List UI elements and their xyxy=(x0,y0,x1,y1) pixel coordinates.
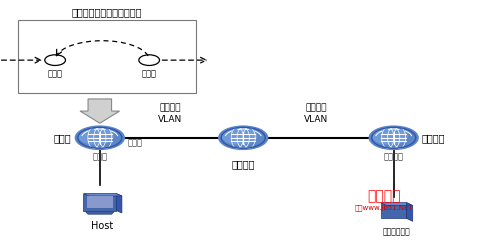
Ellipse shape xyxy=(219,126,268,149)
Polygon shape xyxy=(407,203,413,221)
Bar xyxy=(83,193,116,211)
Text: 源设备: 源设备 xyxy=(54,133,71,143)
Polygon shape xyxy=(83,193,122,196)
Text: 中间设备: 中间设备 xyxy=(231,159,255,169)
Text: 出端口: 出端口 xyxy=(128,138,143,147)
Text: 源端口: 源端口 xyxy=(92,152,107,161)
Bar xyxy=(18,20,196,93)
Bar xyxy=(381,203,407,218)
Text: 远程镜像
VLAN: 远程镜像 VLAN xyxy=(304,103,328,123)
Polygon shape xyxy=(381,203,413,206)
Text: 数据www.jb51.NET: 数据www.jb51.NET xyxy=(355,205,414,212)
Text: 脚本之家: 脚本之家 xyxy=(367,189,401,203)
Text: 数据监测设备: 数据监测设备 xyxy=(383,228,411,236)
Text: Host: Host xyxy=(91,222,113,232)
Text: 报文在源设备中的处理过程: 报文在源设备中的处理过程 xyxy=(71,7,142,17)
Text: 远程镜像
VLAN: 远程镜像 VLAN xyxy=(158,103,182,123)
Ellipse shape xyxy=(75,126,124,149)
Ellipse shape xyxy=(369,126,418,149)
Text: 出端口: 出端口 xyxy=(142,69,157,78)
Text: 目的端口: 目的端口 xyxy=(384,152,404,161)
Polygon shape xyxy=(86,212,114,214)
Ellipse shape xyxy=(373,128,407,144)
Bar xyxy=(87,196,113,208)
Ellipse shape xyxy=(79,128,113,144)
Polygon shape xyxy=(80,99,120,123)
Polygon shape xyxy=(116,193,122,213)
Text: 目的设备: 目的设备 xyxy=(422,133,445,143)
Text: 源端口: 源端口 xyxy=(47,69,63,78)
Ellipse shape xyxy=(222,128,257,144)
